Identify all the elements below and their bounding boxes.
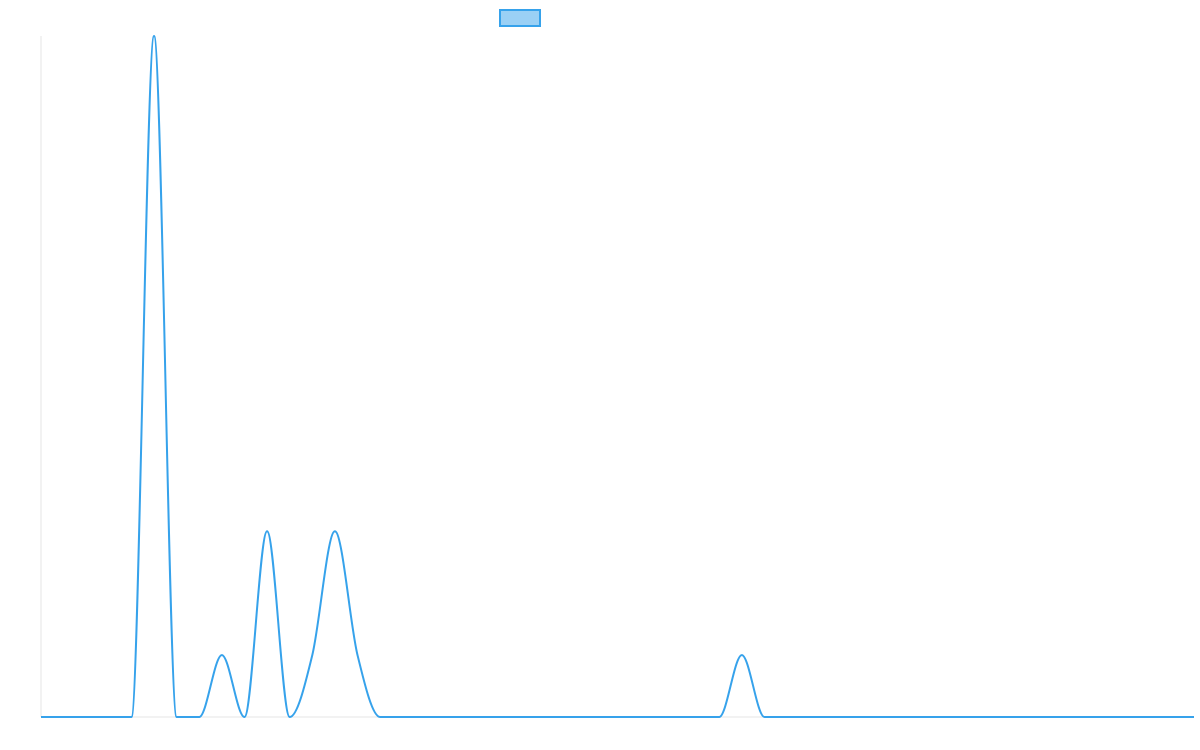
legend-swatch[interactable] — [499, 9, 541, 27]
series-line — [40, 35, 1194, 719]
series-layer — [40, 35, 1194, 719]
